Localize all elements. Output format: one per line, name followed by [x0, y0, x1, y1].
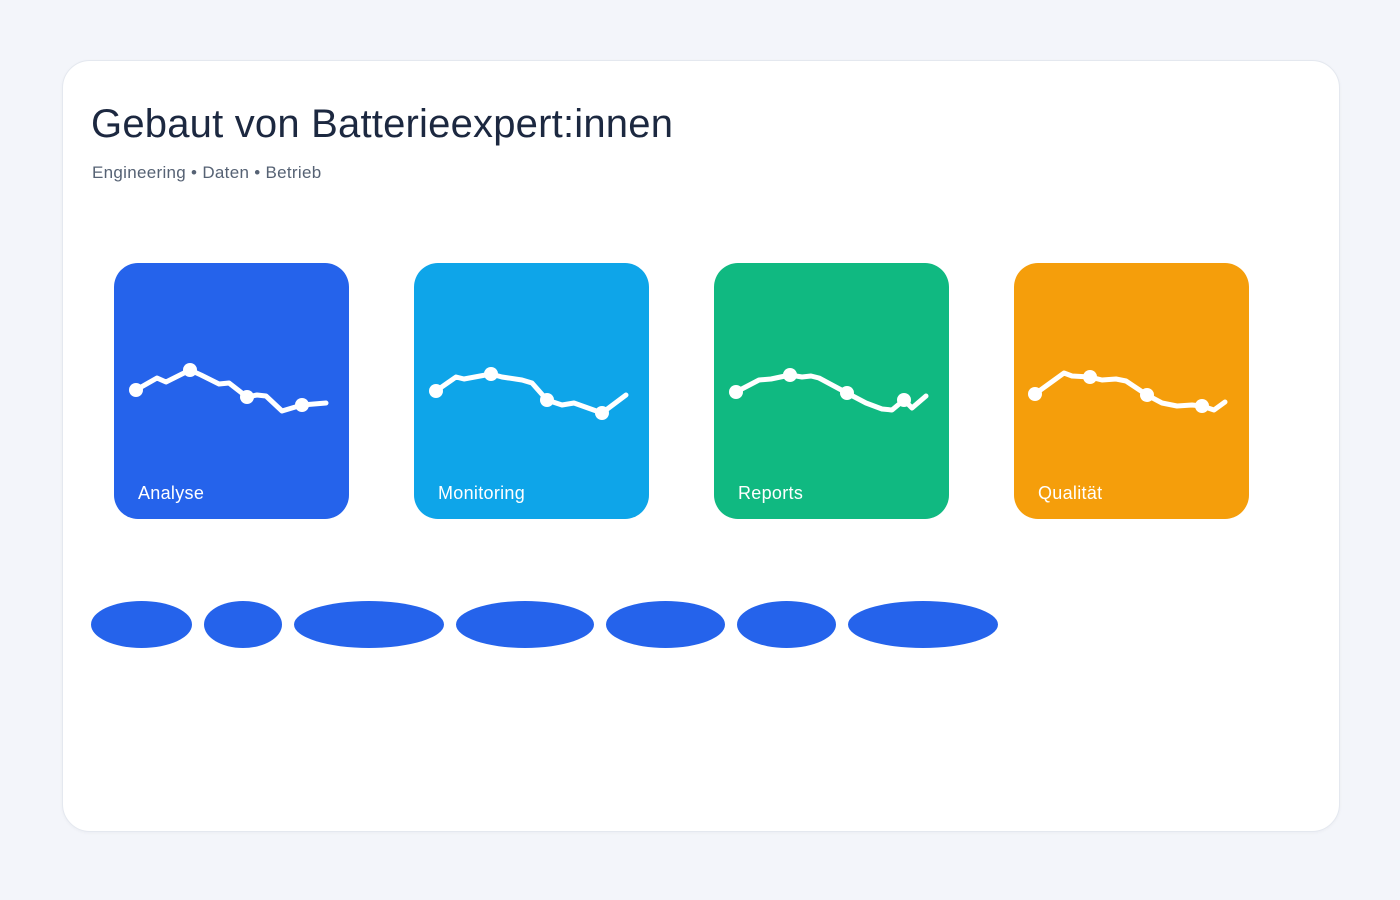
placeholder-blob: [204, 601, 282, 648]
sparkline-chart: [1028, 370, 1228, 413]
card-label: Qualität: [1038, 483, 1103, 503]
sparkline-dot: [1028, 387, 1042, 401]
sparkline-chart: [729, 368, 929, 413]
sparkline-dot: [129, 383, 143, 397]
feature-card-analyse[interactable]: Analyse: [114, 263, 349, 519]
feature-cards-row: Analyse Monitoring Reports Qualität: [114, 263, 1249, 519]
sparkline-path: [133, 367, 329, 414]
feature-card-qualit-t[interactable]: Qualität: [1014, 263, 1249, 519]
page-title: Gebaut von Batterieexpert:innen: [91, 102, 674, 146]
sparkline-path: [433, 371, 629, 416]
sparkline-dot: [429, 384, 443, 398]
sparkline-dot: [729, 385, 743, 399]
placeholder-blob: [606, 601, 725, 648]
sparkline-path: [733, 372, 929, 413]
card-label: Analyse: [138, 483, 205, 503]
feature-card-reports[interactable]: Reports: [714, 263, 949, 519]
sparkline-dot: [1140, 388, 1154, 402]
sparkline-chart: [129, 363, 329, 414]
sparkline-dot: [595, 406, 609, 420]
placeholder-blob: [91, 601, 192, 648]
placeholder-blob: [294, 601, 444, 648]
content-panel: Gebaut von Batterieexpert:innen Engineer…: [62, 60, 1340, 832]
sparkline-dot: [484, 367, 498, 381]
sparkline-dot: [1195, 399, 1209, 413]
sparkline-dot: [183, 363, 197, 377]
page-subtitle: Engineering • Daten • Betrieb: [92, 163, 322, 182]
sparkline-dot: [1083, 370, 1097, 384]
sparkline-dot: [840, 386, 854, 400]
placeholder-blob: [456, 601, 594, 648]
sparkline-chart: [429, 367, 629, 420]
sparkline-dot: [783, 368, 797, 382]
feature-card-monitoring[interactable]: Monitoring: [414, 263, 649, 519]
card-label: Reports: [738, 483, 804, 503]
placeholder-blob: [848, 601, 998, 648]
sparkline-dot: [240, 390, 254, 404]
placeholder-blob-row: [91, 601, 998, 648]
sparkline-dot: [295, 398, 309, 412]
sparkline-dot: [897, 393, 911, 407]
sparkline-dot: [540, 393, 554, 407]
card-label: Monitoring: [438, 483, 526, 503]
placeholder-blob: [737, 601, 836, 648]
